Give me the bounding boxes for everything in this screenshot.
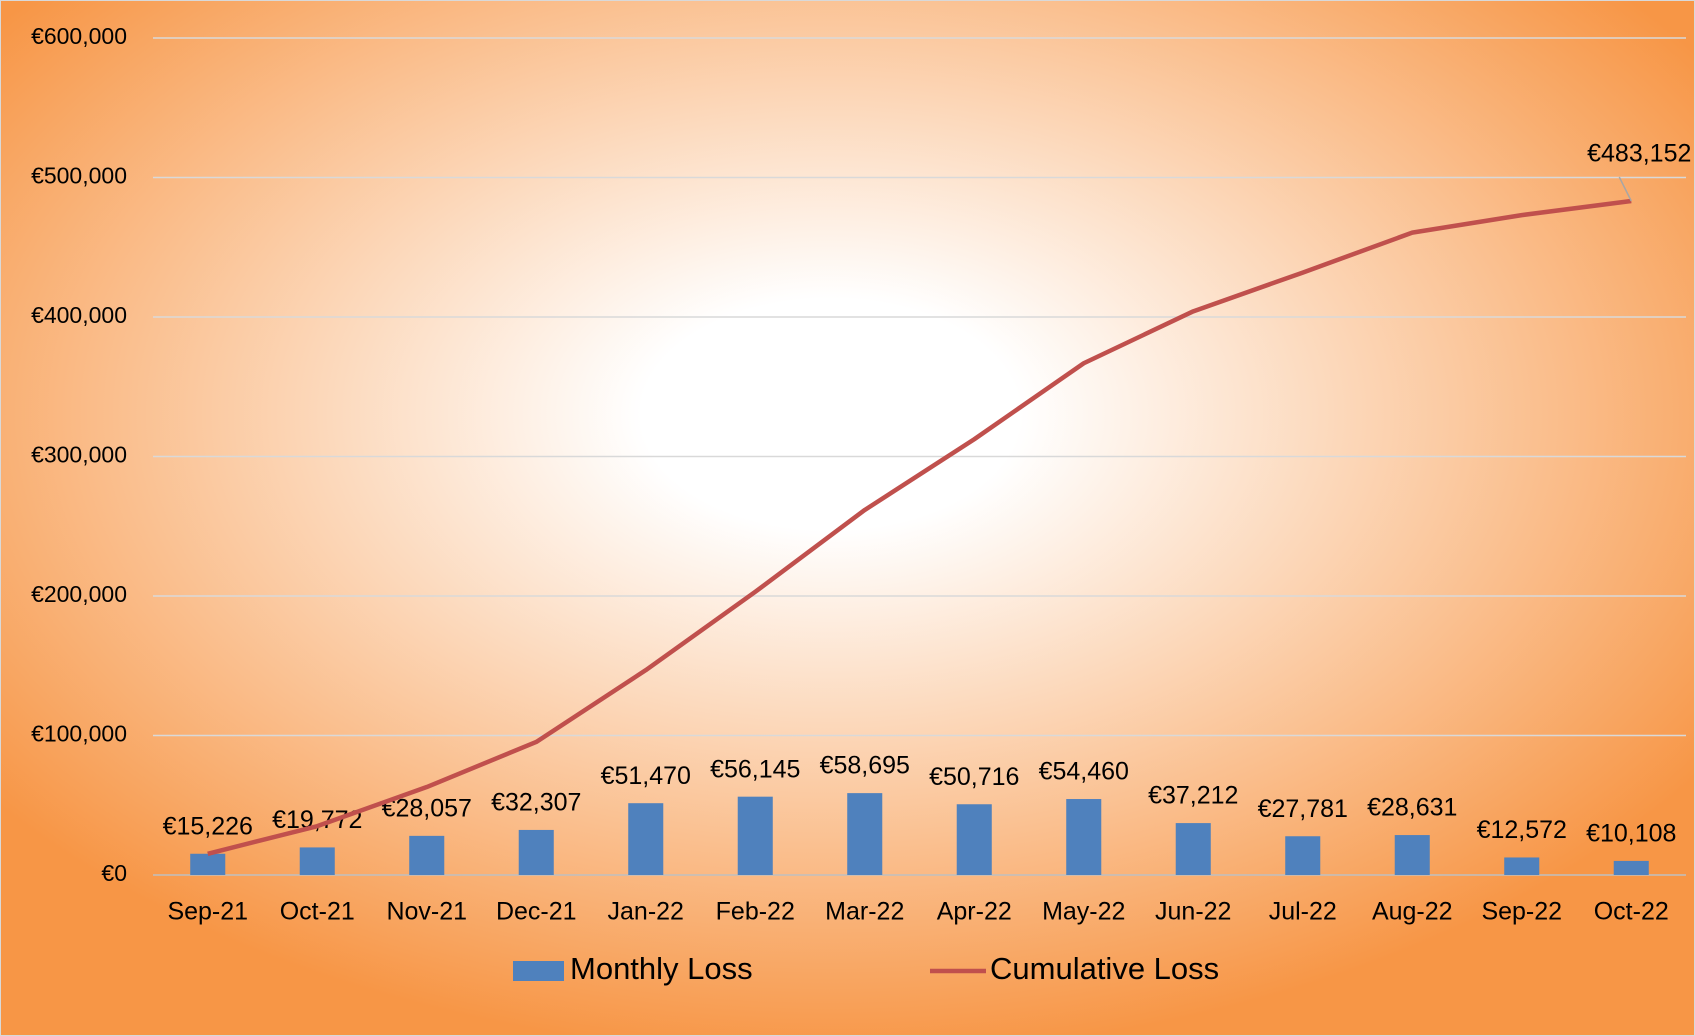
data-label: €50,716 [929, 763, 1019, 791]
legend-label: Cumulative Loss [990, 951, 1219, 986]
bar [628, 803, 664, 875]
bar [409, 835, 445, 875]
data-label: €12,572 [1477, 816, 1567, 844]
data-label: €27,781 [1258, 795, 1348, 823]
x-tick-label: Dec-21 [496, 898, 577, 926]
bar [956, 804, 992, 875]
data-label: €28,631 [1367, 794, 1457, 822]
data-label: €56,145 [710, 755, 800, 783]
x-tick-label: Sep-22 [1481, 898, 1562, 926]
data-label: €483,152 [1587, 140, 1691, 168]
x-tick-label: Jun-22 [1155, 898, 1231, 926]
y-tick-label: €100,000 [31, 721, 127, 747]
x-tick-label: Apr-22 [937, 898, 1012, 926]
legend-label: Monthly Loss [570, 951, 753, 986]
y-tick-label: €0 [101, 860, 127, 886]
data-label: €15,226 [163, 812, 253, 840]
data-label: €19,772 [272, 806, 362, 834]
x-tick-label: Feb-22 [716, 898, 795, 926]
bar [847, 793, 883, 875]
data-label: €10,108 [1586, 820, 1676, 848]
bar [1394, 835, 1430, 875]
y-tick-label: €600,000 [31, 23, 127, 49]
data-label: €58,695 [820, 752, 910, 780]
y-tick-label: €300,000 [31, 442, 127, 468]
data-label: €51,470 [601, 762, 691, 790]
legend-swatch [513, 961, 564, 981]
bar [1175, 823, 1211, 875]
x-tick-label: Mar-22 [825, 898, 904, 926]
x-tick-label: Jul-22 [1269, 898, 1337, 926]
data-label: €37,212 [1148, 782, 1238, 810]
leader-line [1618, 176, 1632, 202]
x-tick-label: Nov-21 [386, 898, 467, 926]
bar [1613, 860, 1649, 875]
y-tick-label: €500,000 [31, 163, 127, 189]
y-tick-label: €400,000 [31, 302, 127, 328]
x-tick-label: Oct-21 [280, 898, 355, 926]
x-tick-label: Oct-22 [1594, 898, 1669, 926]
bar [1285, 836, 1321, 875]
bar [299, 847, 335, 875]
data-label: €54,460 [1039, 758, 1129, 786]
x-tick-label: Jan-22 [608, 898, 684, 926]
line [207, 198, 1632, 856]
y-tick-label: €200,000 [31, 581, 127, 607]
bar [1066, 799, 1102, 875]
bar [518, 829, 554, 875]
bar [190, 853, 226, 875]
bar [1504, 857, 1540, 875]
x-tick-label: Aug-22 [1372, 898, 1453, 926]
bar [737, 796, 773, 875]
x-tick-label: May-22 [1042, 898, 1125, 926]
x-tick-label: Sep-21 [167, 898, 248, 926]
data-label: €32,307 [491, 789, 581, 817]
